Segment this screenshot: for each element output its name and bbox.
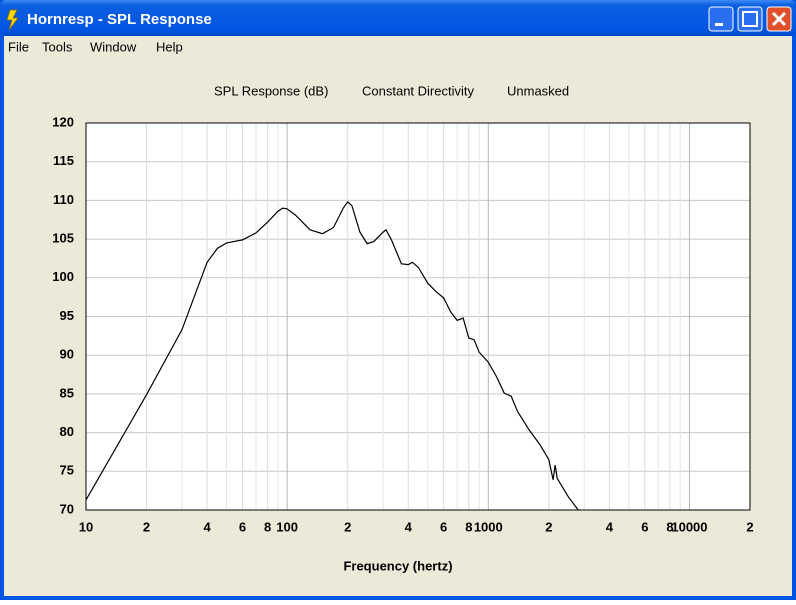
y-tick-label: 115 [53,153,74,168]
maximize-icon [742,11,758,27]
y-tick-label: 90 [60,347,74,362]
chart-title: SPL Response (dB) [214,83,328,98]
x-tick-label: 2 [746,519,753,534]
spl-curve [85,201,579,511]
y-tick-label: 85 [60,385,74,400]
chart-title: Unmasked [507,83,569,98]
title-bar [0,0,796,36]
x-axis-label: Frequency (hertz) [343,558,452,573]
minimize-icon [715,23,723,26]
window-title: Hornresp - SPL Response [27,11,212,28]
x-tick-label: 10000 [671,519,707,534]
minimize-button[interactable] [708,6,734,32]
x-tick-label: 6 [641,519,648,534]
close-icon [771,11,787,27]
x-tick-label: 10 [79,519,93,534]
x-tick-label: 4 [203,519,211,534]
x-tick-label: 2 [344,519,351,534]
x-tick-label: 8 [465,519,472,534]
menu-item[interactable]: Help [156,39,183,54]
y-tick-label: 80 [60,424,74,439]
maximize-button[interactable] [737,6,763,32]
x-tick-label: 1000 [474,519,503,534]
app-icon [6,9,19,31]
x-tick-label: 6 [239,519,246,534]
x-tick-label: 4 [606,519,614,534]
x-tick-label: 8 [264,519,271,534]
y-tick-label: 105 [52,231,74,246]
plot [85,201,579,511]
window-buttons [708,6,792,32]
y-tick-label: 120 [52,114,74,129]
chart-title: Constant Directivity [362,83,474,98]
x-tick-label: 100 [276,519,298,534]
y-tick-label: 110 [53,192,74,207]
x-tick-label: 2 [545,519,552,534]
y-tick-label: 70 [60,501,74,516]
y-tick-label: 100 [52,269,74,284]
x-tick-label: 6 [440,519,447,534]
x-tick-label: 8 [666,519,673,534]
x-tick-label: 2 [143,519,150,534]
x-tick-label: 4 [405,519,413,534]
menu-item[interactable]: File [8,39,29,54]
menu-item[interactable]: Tools [42,39,73,54]
plot-border [85,122,751,511]
y-tick-label: 95 [60,308,74,323]
y-tick-label: 75 [60,463,74,478]
menu-item[interactable]: Window [90,39,137,54]
